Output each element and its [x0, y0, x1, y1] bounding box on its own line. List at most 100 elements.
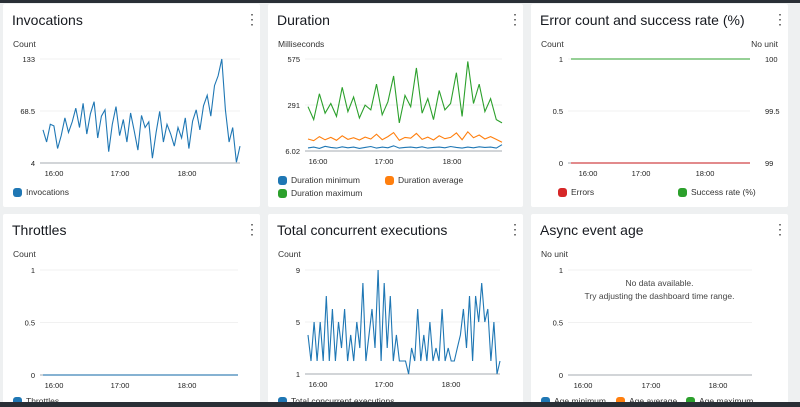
- x-tick-label: 18:00: [442, 380, 461, 389]
- widget-title: Total concurrent executions: [277, 222, 448, 238]
- series-line-duration-maximum[interactable]: [307, 61, 503, 124]
- y-tick-label: 1: [31, 266, 35, 275]
- series-line-duration-minimum[interactable]: [307, 144, 503, 149]
- x-tick-label: 16:00: [45, 381, 64, 390]
- widget-title: Invocations: [12, 12, 83, 28]
- x-tick-label: 18:00: [178, 381, 197, 390]
- y-tick-label: 4: [31, 159, 35, 168]
- widget-title: Throttles: [12, 222, 67, 238]
- series-line-total-concurrent-executions[interactable]: [307, 269, 501, 375]
- y-tick-label: 5: [296, 318, 300, 327]
- y-axis-unit: Milliseconds: [278, 39, 325, 49]
- legend-label: Success rate (%): [691, 187, 756, 197]
- y-tick-label: 291: [287, 101, 300, 110]
- x-tick-label: 17:00: [642, 381, 661, 390]
- x-tick-label: 16:00: [574, 381, 593, 390]
- x-tick-label: 17:00: [375, 380, 394, 389]
- legend-label: Duration minimum: [291, 175, 360, 185]
- y-tick-label: 1: [296, 370, 300, 379]
- x-tick-label: 17:00: [632, 169, 651, 178]
- y-tick-label: 1: [559, 266, 563, 275]
- bottom-bar: [0, 402, 800, 407]
- y-right-tick-label: 99.5: [765, 107, 780, 116]
- y-axis-unit: Count: [13, 39, 36, 49]
- legend-item[interactable]: Duration average: [385, 175, 463, 185]
- legend-label: Age minimum: [554, 396, 606, 406]
- x-tick-label: 18:00: [696, 169, 715, 178]
- y-axis-unit: Count: [541, 39, 564, 49]
- legend-swatch: [278, 396, 287, 406]
- async-event-age-widget: Async event age ⋮ No unit No data availa…: [531, 214, 788, 407]
- legend-swatch: [13, 396, 22, 406]
- series-line-duration-average[interactable]: [307, 130, 503, 143]
- legend-swatch: [541, 396, 550, 406]
- legend-swatch: [616, 396, 625, 406]
- y-axis-unit: Count: [13, 249, 36, 259]
- legend-swatch: [558, 187, 567, 197]
- y-axis-unit-right: No unit: [751, 39, 778, 49]
- no-data-message: No data available.: [625, 278, 694, 288]
- legend-label: Invocations: [26, 187, 69, 197]
- legend-label: Total concurrent executions: [291, 396, 395, 406]
- y-tick-label: 133: [22, 55, 35, 64]
- throttles-widget: Throttles ⋮ Count 1 0.5 0 16:00 17:00 18:00 Th…: [3, 214, 260, 407]
- legend-item[interactable]: Duration maximum: [278, 188, 362, 198]
- chart-svg: 1 0.5 0 16:00 17:00 18:00: [25, 266, 238, 390]
- legend-label: Age average: [629, 396, 678, 406]
- y-tick-label: 0: [31, 371, 35, 380]
- widget-title: Duration: [277, 12, 330, 28]
- y-right-tick-label: 100: [765, 55, 778, 64]
- x-tick-label: 16:00: [45, 169, 64, 178]
- legend-item[interactable]: Invocations: [13, 187, 69, 197]
- y-right-tick-label: 99: [765, 159, 773, 168]
- chart-svg: 1 100 0.5 99.5 0 99 16:00 17:00 18:00: [553, 55, 780, 178]
- error-success-widget: Error count and success rate (%) ⋮ Count…: [531, 4, 788, 207]
- y-tick-label: 68.5: [20, 107, 35, 116]
- x-tick-label: 18:00: [709, 381, 728, 390]
- chart-svg: 1 0.5 0 16:00 17:00 18:00: [553, 266, 752, 390]
- x-tick-label: 16:00: [579, 169, 598, 178]
- legend-swatch: [686, 396, 695, 406]
- invocations-widget: Invocations ⋮ Count 133 68.5 4 16:00 17:00 18…: [3, 4, 260, 207]
- y-tick-label: 0: [559, 159, 563, 168]
- legend-swatch: [278, 175, 287, 185]
- legend-swatch: [278, 188, 287, 198]
- y-axis-unit: No unit: [541, 249, 568, 259]
- y-tick-label: 575: [287, 55, 300, 64]
- chart-svg: 9 5 1 16:00 17:00 18:00: [296, 266, 501, 389]
- x-tick-label: 16:00: [309, 157, 328, 166]
- legend-swatch: [678, 187, 687, 197]
- legend-item[interactable]: Throttles: [13, 396, 59, 406]
- x-tick-label: 18:00: [178, 169, 197, 178]
- widget-title: Async event age: [540, 222, 644, 238]
- x-tick-label: 17:00: [111, 169, 130, 178]
- legend-label: Age maximum: [699, 396, 754, 406]
- y-tick-label: 1: [559, 55, 563, 64]
- x-tick-label: 17:00: [375, 157, 394, 166]
- legend-item[interactable]: Total concurrent executions: [278, 396, 394, 406]
- legend-label: Throttles: [26, 396, 60, 406]
- x-tick-label: 18:00: [443, 157, 462, 166]
- legend-item[interactable]: Success rate (%): [678, 187, 756, 197]
- y-tick-label: 9: [296, 266, 300, 275]
- duration-widget: Duration ⋮ Milliseconds 575 291 6.02 16:00 1…: [268, 4, 523, 207]
- widget-title: Error count and success rate (%): [540, 12, 745, 28]
- legend-item[interactable]: Age maximum: [686, 396, 753, 406]
- y-tick-label: 0.5: [25, 319, 35, 328]
- y-axis-unit: Count: [278, 249, 301, 259]
- legend-swatch: [13, 187, 22, 197]
- y-tick-label: 0.5: [553, 319, 563, 328]
- legend-item[interactable]: Age average: [616, 396, 677, 406]
- y-tick-label: 6.02: [285, 147, 300, 156]
- chart-svg: 575 291 6.02 16:00 17:00 18:00: [285, 55, 503, 166]
- chart-svg: 133 68.5 4 16:00 17:00 18:00: [20, 55, 241, 178]
- y-tick-label: 0.5: [553, 107, 563, 116]
- legend-item[interactable]: Errors: [558, 187, 594, 197]
- legend-item[interactable]: Age minimum: [541, 396, 606, 406]
- legend-swatch: [385, 175, 394, 185]
- y-tick-label: 0: [559, 371, 563, 380]
- x-tick-label: 16:00: [309, 380, 328, 389]
- legend-item[interactable]: Duration minimum: [278, 175, 360, 185]
- top-bar: [0, 0, 800, 3]
- series-line-invocations[interactable]: [42, 58, 241, 163]
